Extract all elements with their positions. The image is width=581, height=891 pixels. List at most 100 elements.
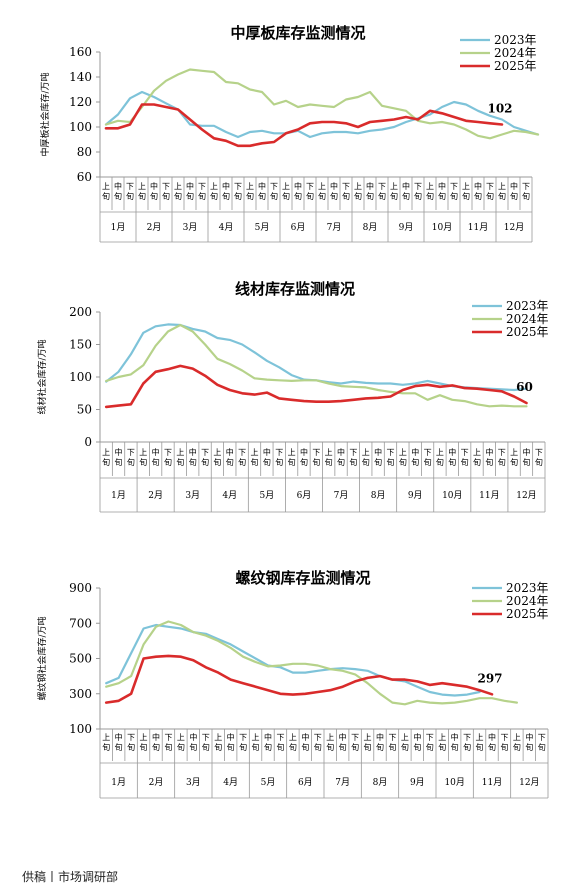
x-sub-label: 上 — [139, 448, 147, 457]
x-sub-label: 下 — [198, 182, 206, 191]
x-sub-label: 上 — [354, 182, 362, 191]
x-month-label: 8月 — [371, 490, 386, 501]
x-sub-label: 上 — [288, 448, 296, 457]
x-sub-label: 旬 — [325, 457, 333, 467]
x-sub-label: 旬 — [411, 457, 419, 467]
x-month-label: 6月 — [291, 222, 306, 233]
x-sub-label: 旬 — [326, 742, 334, 752]
y-tick-label: 900 — [69, 581, 92, 595]
x-sub-label: 旬 — [239, 742, 247, 752]
x-sub-label: 下 — [414, 182, 422, 191]
x-sub-label: 中 — [510, 181, 518, 191]
x-month-label: 11月 — [482, 777, 502, 788]
x-sub-label: 旬 — [474, 191, 482, 201]
x-sub-label: 中 — [152, 447, 160, 457]
x-sub-label: 中 — [485, 447, 493, 457]
series-line-2023年 — [104, 90, 540, 139]
x-sub-label: 旬 — [138, 191, 146, 201]
x-sub-label: 下 — [463, 733, 471, 742]
x-sub-label: 旬 — [351, 742, 359, 752]
x-sub-label: 旬 — [436, 457, 444, 467]
y-tick-label: 100 — [69, 722, 92, 736]
footer-source: 供稿丨市场调研部 — [22, 870, 119, 884]
x-sub-label: 中 — [300, 447, 308, 457]
x-sub-label: 上 — [473, 448, 481, 457]
chart-title: 线材库存监测情况 — [235, 280, 355, 298]
x-sub-label: 旬 — [150, 191, 158, 201]
x-sub-label: 中 — [226, 447, 234, 457]
x-sub-label: 旬 — [314, 742, 322, 752]
x-sub-label: 上 — [246, 182, 254, 191]
x-month-label: 3月 — [186, 777, 201, 788]
x-month-label: 4月 — [222, 490, 237, 501]
x-month-label: 10月 — [442, 490, 462, 501]
legend-entry: 2024年 — [494, 46, 537, 60]
legend-entry: 2025年 — [506, 325, 549, 339]
x-sub-label: 上 — [282, 182, 290, 191]
y-tick-label: 100 — [69, 370, 92, 384]
x-sub-label: 上 — [177, 733, 185, 742]
x-sub-label: 旬 — [276, 742, 284, 752]
y-tick-label: 0 — [84, 435, 92, 449]
x-sub-label: 旬 — [102, 191, 110, 201]
x-sub-label: 旬 — [289, 742, 297, 752]
series-line-2023年 — [105, 623, 481, 697]
x-sub-label: 上 — [513, 733, 521, 742]
x-sub-label: 旬 — [399, 457, 407, 467]
x-sub-label: 下 — [162, 182, 170, 191]
x-sub-label: 旬 — [462, 191, 470, 201]
x-sub-label: 旬 — [401, 742, 409, 752]
x-sub-label: 旬 — [152, 742, 160, 752]
x-sub-label: 下 — [127, 733, 135, 742]
x-sub-label: 中 — [374, 447, 382, 457]
x-sub-label: 旬 — [210, 191, 218, 201]
x-sub-label: 旬 — [140, 742, 148, 752]
x-month-label: 8月 — [363, 222, 378, 233]
x-sub-label: 上 — [318, 182, 326, 191]
x-sub-label: 下 — [127, 448, 135, 457]
x-sub-label: 中 — [264, 732, 272, 742]
x-sub-label: 中 — [189, 447, 197, 457]
x-sub-label: 旬 — [234, 191, 242, 201]
x-sub-label: 中 — [376, 732, 384, 742]
x-month-label: 12月 — [516, 490, 536, 501]
x-sub-label: 下 — [234, 182, 242, 191]
x-month-label: 1月 — [111, 490, 126, 501]
x-sub-label: 旬 — [473, 457, 481, 467]
x-sub-label: 旬 — [349, 457, 357, 467]
x-sub-label: 旬 — [258, 191, 266, 201]
x-month-label: 7月 — [335, 777, 350, 788]
y-axis-label: 螺纹钢社会库存/万吨 — [36, 616, 48, 700]
x-sub-label: 下 — [276, 733, 284, 742]
y-tick-label: 80 — [77, 145, 92, 159]
x-sub-label: 旬 — [362, 457, 370, 467]
x-sub-label: 旬 — [426, 191, 434, 201]
x-sub-label: 中 — [339, 732, 347, 742]
x-sub-label: 旬 — [263, 457, 271, 467]
x-sub-label: 上 — [364, 733, 372, 742]
x-sub-label: 下 — [275, 448, 283, 457]
x-sub-label: 中 — [438, 181, 446, 191]
x-sub-label: 旬 — [498, 457, 506, 467]
x-sub-label: 中 — [115, 447, 123, 457]
x-month-label: 4月 — [223, 777, 238, 788]
x-sub-label: 旬 — [374, 457, 382, 467]
x-sub-label: 中 — [330, 181, 338, 191]
x-sub-label: 旬 — [282, 191, 290, 201]
x-sub-label: 旬 — [510, 457, 518, 467]
x-sub-label: 下 — [349, 448, 357, 457]
x-sub-label: 中 — [222, 181, 230, 191]
x-sub-label: 上 — [102, 448, 110, 457]
x-month-label: 1月 — [111, 777, 126, 788]
x-month-label: 8月 — [373, 777, 388, 788]
x-month-label: 5月 — [261, 777, 276, 788]
x-sub-label: 旬 — [126, 191, 134, 201]
x-month-label: 6月 — [297, 490, 312, 501]
x-month-label: 10月 — [432, 222, 452, 233]
x-sub-label: 中 — [402, 181, 410, 191]
x-sub-label: 中 — [301, 732, 309, 742]
x-sub-label: 中 — [411, 447, 419, 457]
x-sub-label: 旬 — [288, 457, 296, 467]
x-sub-label: 旬 — [522, 457, 530, 467]
x-sub-label: 旬 — [485, 457, 493, 467]
